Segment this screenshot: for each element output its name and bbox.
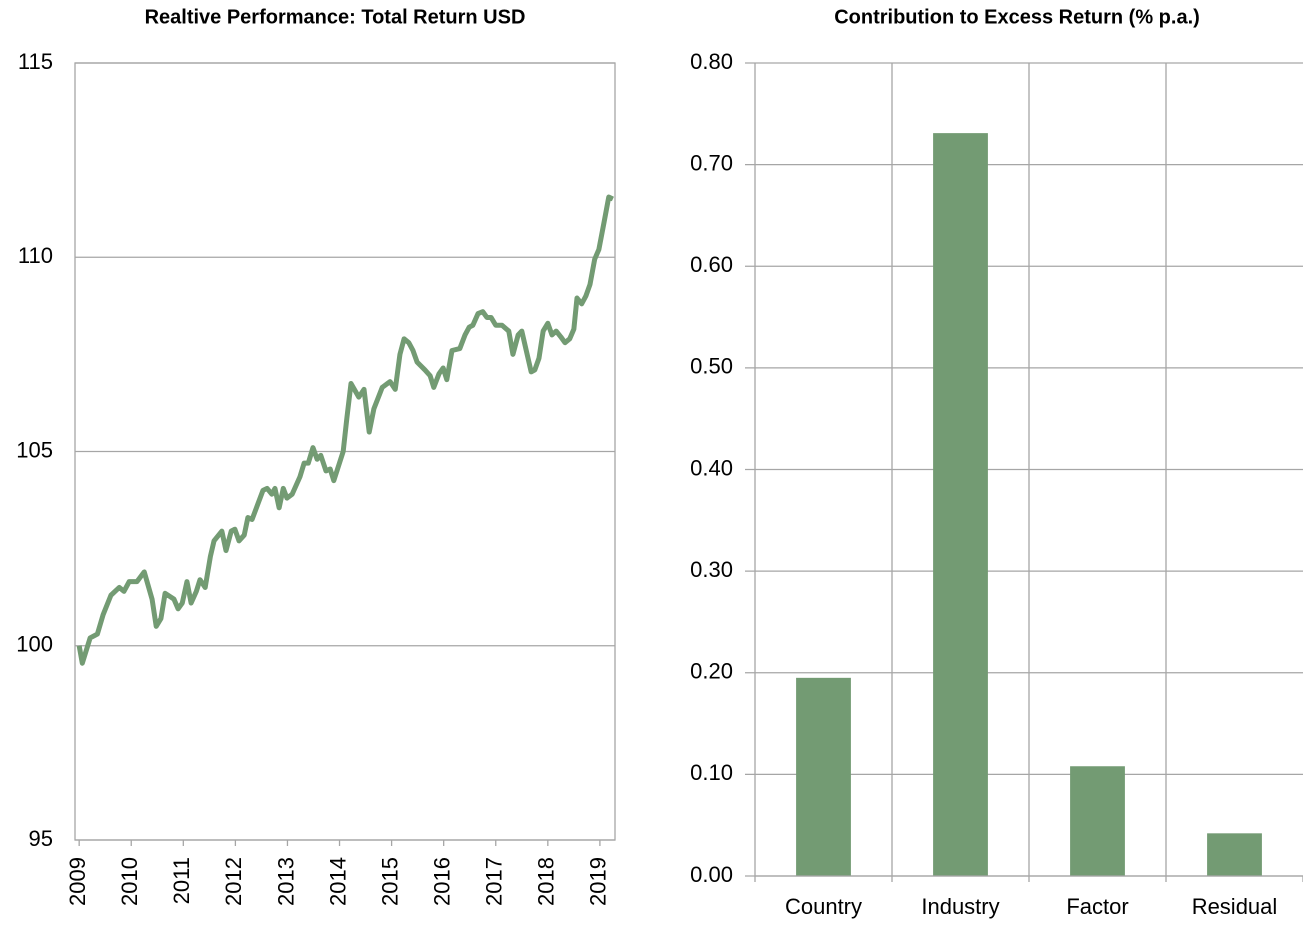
y-tick-label: 0.40	[690, 455, 733, 480]
bar	[933, 133, 988, 877]
x-tick-label: 2018	[534, 857, 559, 906]
chart-title: Realtive Performance: Total Return USD	[145, 6, 526, 28]
y-tick-label: 0.80	[690, 49, 733, 74]
y-tick-label: 0.30	[690, 557, 733, 582]
x-tick-label: 2017	[482, 857, 507, 906]
x-tick-label: 2016	[429, 857, 454, 906]
bar	[1070, 766, 1125, 876]
x-tick-label: 2011	[169, 857, 194, 904]
y-tick-label: 100	[16, 632, 53, 657]
x-tick-label: 2009	[65, 857, 90, 906]
line-series	[76, 194, 614, 666]
chart-title: Contribution to Excess Return (% p.a.)	[834, 6, 1200, 28]
y-tick-label: 0.20	[690, 659, 733, 684]
x-tick-label: 2012	[221, 857, 246, 906]
x-tick-label: 2010	[117, 857, 142, 906]
y-tick-label: 110	[18, 243, 53, 268]
x-tick-label: Country	[785, 894, 862, 919]
x-tick-label: Residual	[1192, 894, 1278, 919]
plot-frame	[74, 62, 616, 841]
y-tick-label: 0.70	[690, 150, 733, 175]
y-tick-label: 0.00	[690, 862, 733, 887]
y-tick-label: 105	[16, 437, 53, 462]
x-tick-label: Factor	[1066, 894, 1128, 919]
x-tick-label: 2019	[586, 857, 611, 906]
y-tick-label: 115	[18, 49, 53, 74]
bar	[796, 677, 851, 876]
x-tick-label: Industry	[921, 894, 999, 919]
y-tick-label: 95	[29, 826, 53, 851]
x-tick-label: 2013	[273, 857, 298, 906]
y-tick-label: 0.50	[690, 354, 733, 379]
x-tick-label: 2014	[325, 857, 350, 906]
bar	[1207, 833, 1262, 876]
y-tick-label: 0.60	[690, 252, 733, 277]
y-tick-label: 0.10	[690, 760, 733, 785]
x-tick-label: 2015	[377, 857, 402, 906]
